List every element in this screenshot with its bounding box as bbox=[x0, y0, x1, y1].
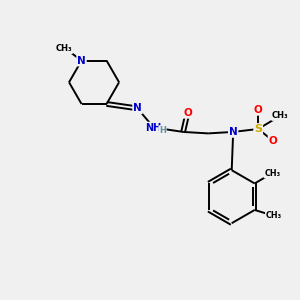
Text: O: O bbox=[254, 105, 262, 115]
Text: N: N bbox=[133, 103, 142, 113]
Text: CH₃: CH₃ bbox=[272, 111, 289, 120]
Text: H: H bbox=[159, 126, 166, 135]
Text: CH₃: CH₃ bbox=[264, 169, 280, 178]
Text: N: N bbox=[77, 56, 86, 66]
Text: S: S bbox=[254, 124, 262, 134]
Text: N: N bbox=[229, 127, 238, 137]
Text: O: O bbox=[183, 108, 192, 118]
Text: NH: NH bbox=[146, 122, 162, 133]
Text: CH₃: CH₃ bbox=[56, 44, 72, 53]
Text: CH₃: CH₃ bbox=[266, 211, 282, 220]
Text: O: O bbox=[268, 136, 277, 146]
